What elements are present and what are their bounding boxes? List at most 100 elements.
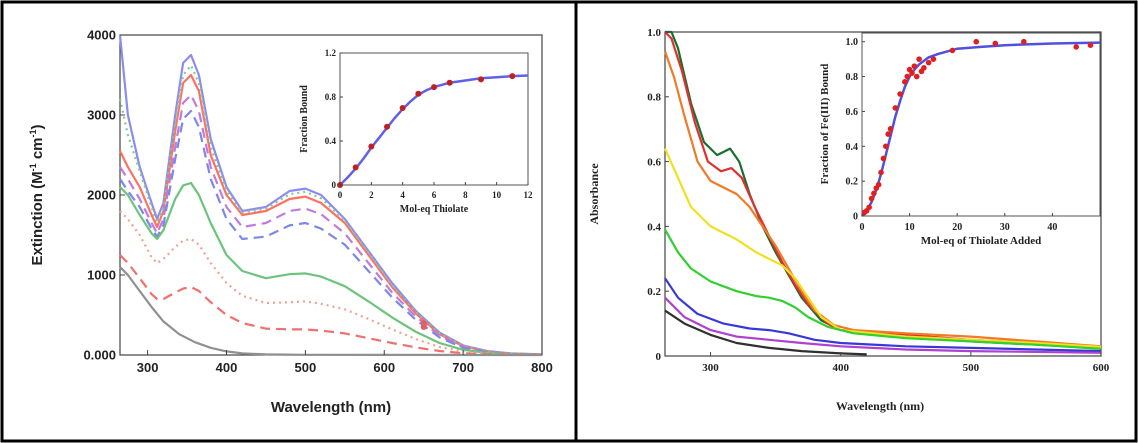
y-tick-label: 1000 xyxy=(87,268,116,283)
left-inset-plot-area xyxy=(339,52,529,186)
data-point xyxy=(892,105,899,111)
y-tick-label: 0.6 xyxy=(846,107,859,118)
spectrum-series-line xyxy=(119,181,543,356)
left-series-group xyxy=(118,34,543,357)
data-point xyxy=(992,40,999,47)
y-tick-label: 0.2 xyxy=(846,177,859,188)
right-series-group xyxy=(663,30,1102,356)
absorbance-series-line xyxy=(664,309,867,356)
left-inset-y-axis-label: Fraction Bound xyxy=(299,85,310,153)
left-y-axis-label: Extinction (M-1 cm-1) xyxy=(28,124,46,265)
spectrum-series-line xyxy=(119,266,543,357)
x-tick-label: 700 xyxy=(452,360,474,375)
left-inset-x-ticks: 0 2 4 6 8 10 12 xyxy=(338,182,533,200)
left-x-axis-label: Wavelength (nm) xyxy=(271,399,391,416)
data-point xyxy=(911,63,918,69)
y-tick-label: 3000 xyxy=(87,108,116,123)
x-tick-label: 4 xyxy=(400,190,405,200)
spectrum-series-line xyxy=(119,93,543,356)
x-tick-label: 8 xyxy=(463,190,468,200)
data-point xyxy=(973,38,980,45)
x-tick-label: 500 xyxy=(963,362,980,374)
data-point xyxy=(871,190,877,197)
y-tick-label: 0.000 xyxy=(83,348,116,363)
y-tick-label: 0 xyxy=(853,212,858,223)
data-point xyxy=(885,131,891,137)
x-tick-label: 2 xyxy=(369,190,374,200)
x-tick-label: 400 xyxy=(216,360,238,375)
x-tick-label: 10 xyxy=(492,190,502,200)
data-point xyxy=(930,56,937,62)
x-tick-label: 500 xyxy=(295,360,317,375)
x-tick-label: 0 xyxy=(338,190,343,200)
x-tick-label: 300 xyxy=(702,362,719,374)
data-point xyxy=(878,169,884,176)
absorbance-series-line xyxy=(664,277,1102,353)
data-point xyxy=(509,73,516,80)
left-inset-points-group xyxy=(337,73,516,188)
data-point xyxy=(904,73,911,80)
data-point xyxy=(446,79,453,86)
right-y-axis-label: Absorbance xyxy=(587,163,601,225)
data-point xyxy=(875,181,882,188)
x-tick-label: 400 xyxy=(832,362,849,374)
x-tick-label: 10 xyxy=(905,222,915,233)
y-tick-label: 0.8 xyxy=(325,92,337,102)
absorbance-series-line xyxy=(664,296,1102,354)
x-tick-label: 40 xyxy=(1047,222,1057,233)
data-point xyxy=(887,126,894,132)
y-tick-label: 0.4 xyxy=(647,221,661,233)
data-point xyxy=(415,90,422,97)
y-tick-label: 0.4 xyxy=(846,142,859,153)
y-tick-label: 4000 xyxy=(87,28,116,43)
y-tick-label: 2000 xyxy=(87,188,116,203)
right-inset-x-axis-label: Mol-eq of Thiolate Added xyxy=(921,235,1042,247)
absorbance-series-line xyxy=(663,51,1102,348)
spectrum-series-line xyxy=(119,109,543,356)
y-tick-label: 1.0 xyxy=(846,37,859,48)
x-tick-label: 6 xyxy=(432,190,437,200)
left-y-ticks: 0.000 1000 2000 3000 4000 xyxy=(83,28,125,363)
data-point xyxy=(1021,38,1027,45)
data-point xyxy=(352,164,359,171)
data-point xyxy=(902,79,908,85)
data-point xyxy=(880,155,887,162)
x-tick-label: 600 xyxy=(1093,362,1110,374)
data-point xyxy=(399,105,406,111)
x-tick-label: 300 xyxy=(137,360,159,375)
x-tick-label: 800 xyxy=(531,360,553,375)
left-inset-chart: 0 2 4 6 8 10 12 0 0.4 0.8 1.2 Mol-eq Thiolate Fra… xyxy=(299,48,533,215)
x-tick-label: 600 xyxy=(373,360,395,375)
data-point xyxy=(868,195,875,202)
right-inset-chart: 0 10 20 30 40 0 0.2 0.4 0.6 0.8 1.0 Mol-eq of Thi… xyxy=(819,32,1101,247)
spectrum-series-line xyxy=(119,254,543,356)
x-tick-label: 12 xyxy=(524,190,534,200)
left-inset-x-axis-label: Mol-eq Thiolate xyxy=(400,204,469,215)
right-x-axis-label: Wavelength (nm) xyxy=(836,399,924,413)
x-tick-label: 0 xyxy=(860,222,865,233)
data-point xyxy=(913,73,920,80)
right-x-ticks: 300 400 500 600 xyxy=(702,352,1110,374)
data-point xyxy=(909,70,915,76)
left-x-ticks: 300 400 500 600 700 800 xyxy=(137,350,553,375)
data-point xyxy=(1087,42,1094,48)
spectrum-series-line xyxy=(119,73,543,356)
y-tick-label: 1.0 xyxy=(647,27,661,39)
y-tick-label: 0.8 xyxy=(647,92,661,104)
spectrum-marker-point xyxy=(420,324,427,330)
absorbance-series-line xyxy=(664,229,1102,350)
left-inset-y-ticks: 0 0.4 0.8 1.2 xyxy=(325,48,343,190)
spectrum-series-line xyxy=(118,64,543,356)
data-point xyxy=(949,47,956,54)
y-tick-label: 0.4 xyxy=(325,136,337,146)
data-point xyxy=(921,65,927,71)
data-point xyxy=(866,204,872,211)
right-inset-y-ticks: 0 0.2 0.4 0.6 0.8 1.0 xyxy=(846,37,865,223)
data-point xyxy=(925,59,932,66)
y-tick-label: 0.6 xyxy=(647,156,661,168)
data-point xyxy=(478,76,484,83)
left-marker-group xyxy=(420,320,427,330)
right-inset-y-axis-label: Fraction of Fe(III) Bound xyxy=(819,64,831,185)
left-main-chart: 300 400 500 600 700 800 0.000 1000 2000 3000 4000… xyxy=(28,28,553,416)
